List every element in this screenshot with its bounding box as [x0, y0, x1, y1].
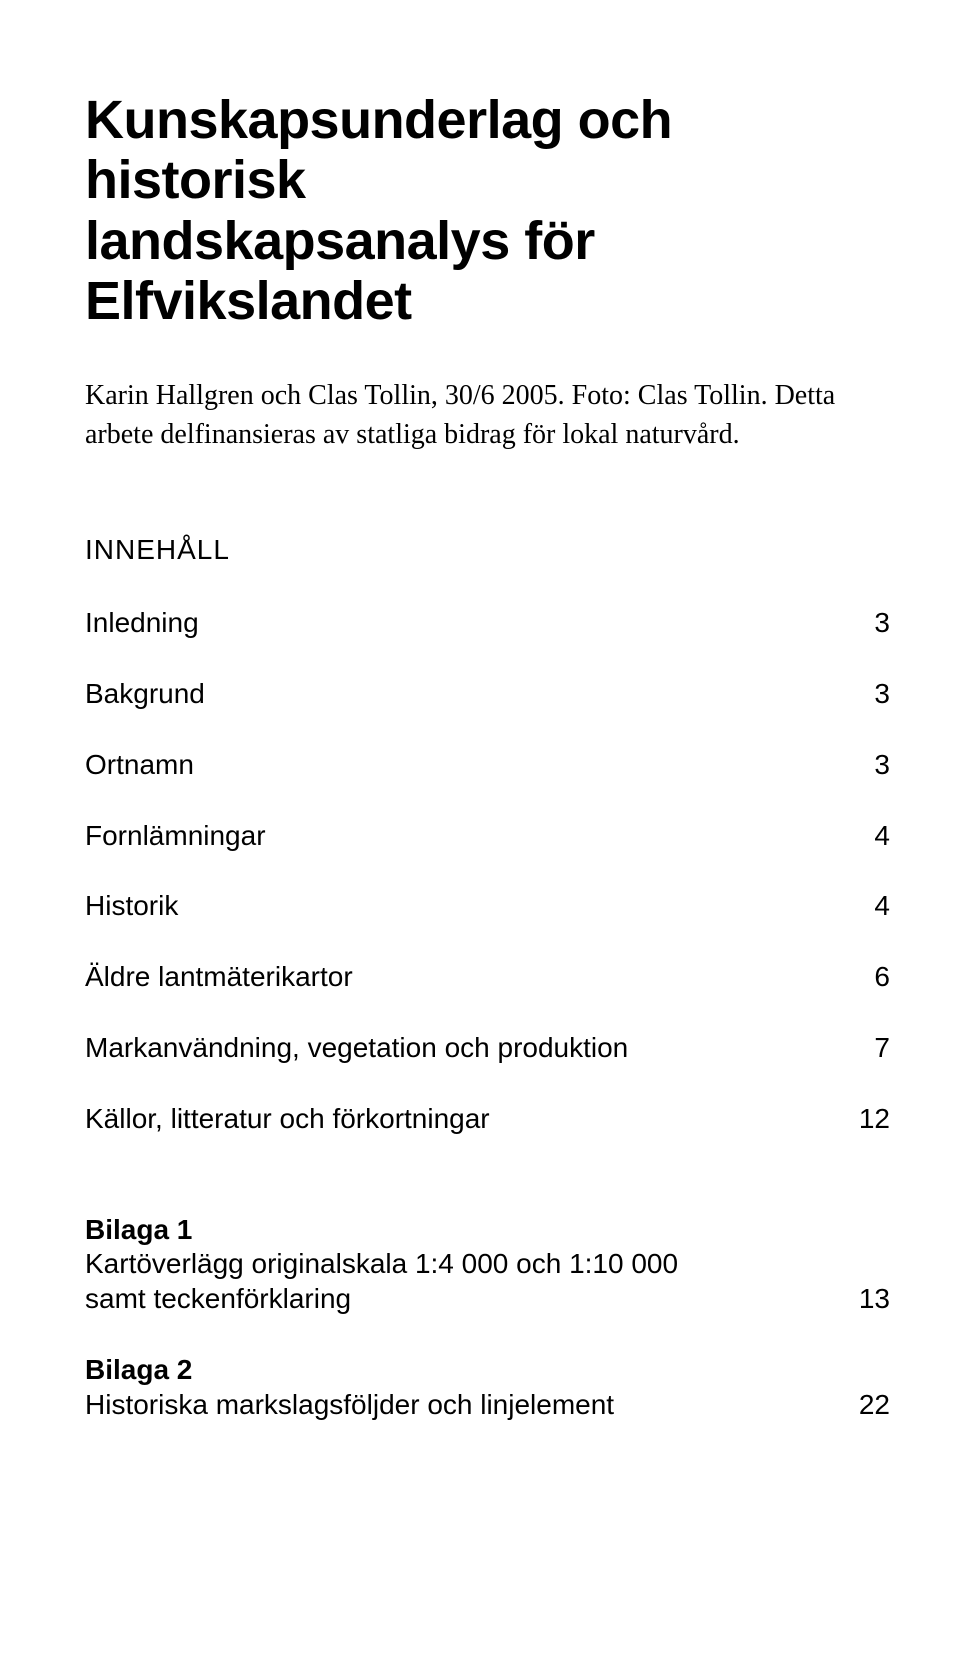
byline: Karin Hallgren och Clas Tollin, 30/6 200…: [85, 376, 890, 454]
document-title: Kunskapsunderlag och historisk landskaps…: [85, 90, 890, 332]
toc-page: 13: [850, 1284, 890, 1315]
toc-row-appendix-title: Bilaga 2: [85, 1355, 890, 1386]
toc-label: Historik: [85, 891, 850, 922]
toc-label: Inledning: [85, 608, 850, 639]
toc-row: Inledning 3: [85, 608, 890, 639]
toc-row: Äldre lantmäterikartor 6: [85, 962, 890, 993]
title-line-1: Kunskapsunderlag och historisk: [85, 90, 672, 210]
table-of-contents: Inledning 3 Bakgrund 3 Ortnamn 3 Fornläm…: [85, 608, 890, 1420]
appendix-title: Bilaga 1: [85, 1215, 850, 1246]
toc-label: Källor, litteratur och förkortningar: [85, 1104, 850, 1135]
toc-row-appendix-title: Bilaga 1: [85, 1215, 890, 1246]
toc-label: Äldre lantmäterikartor: [85, 962, 850, 993]
toc-page: 4: [850, 821, 890, 852]
appendix-desc: Kartöverlägg originalskala 1:4 000 och 1…: [85, 1249, 850, 1280]
toc-page: 3: [850, 750, 890, 781]
toc-row: Ortnamn 3: [85, 750, 890, 781]
toc-label: Bakgrund: [85, 679, 850, 710]
toc-row: Historiska markslagsföljder och linjelem…: [85, 1390, 890, 1421]
title-line-2: landskapsanalys för Elfvikslandet: [85, 211, 595, 331]
toc-page: 3: [850, 608, 890, 639]
appendix-title: Bilaga 2: [85, 1355, 850, 1386]
toc-heading: INNEHÅLL: [85, 534, 890, 566]
toc-label: Markanvändning, vegetation och produktio…: [85, 1033, 850, 1064]
toc-page: 22: [850, 1390, 890, 1421]
toc-row: Historik 4: [85, 891, 890, 922]
toc-row: Fornlämningar 4: [85, 821, 890, 852]
appendix-desc: Historiska markslagsföljder och linjelem…: [85, 1390, 850, 1421]
toc-row: Kartöverlägg originalskala 1:4 000 och 1…: [85, 1249, 890, 1280]
appendix-desc: samt teckenförklaring: [85, 1284, 850, 1315]
toc-page: 12: [850, 1104, 890, 1135]
toc-page: 7: [850, 1033, 890, 1064]
toc-row: samt teckenförklaring 13: [85, 1284, 890, 1315]
toc-label: Fornlämningar: [85, 821, 850, 852]
toc-row: Bakgrund 3: [85, 679, 890, 710]
toc-row: Källor, litteratur och förkortningar 12: [85, 1104, 890, 1135]
toc-page: 4: [850, 891, 890, 922]
toc-page: 3: [850, 679, 890, 710]
toc-row: Markanvändning, vegetation och produktio…: [85, 1033, 890, 1064]
toc-page: 6: [850, 962, 890, 993]
toc-label: Ortnamn: [85, 750, 850, 781]
